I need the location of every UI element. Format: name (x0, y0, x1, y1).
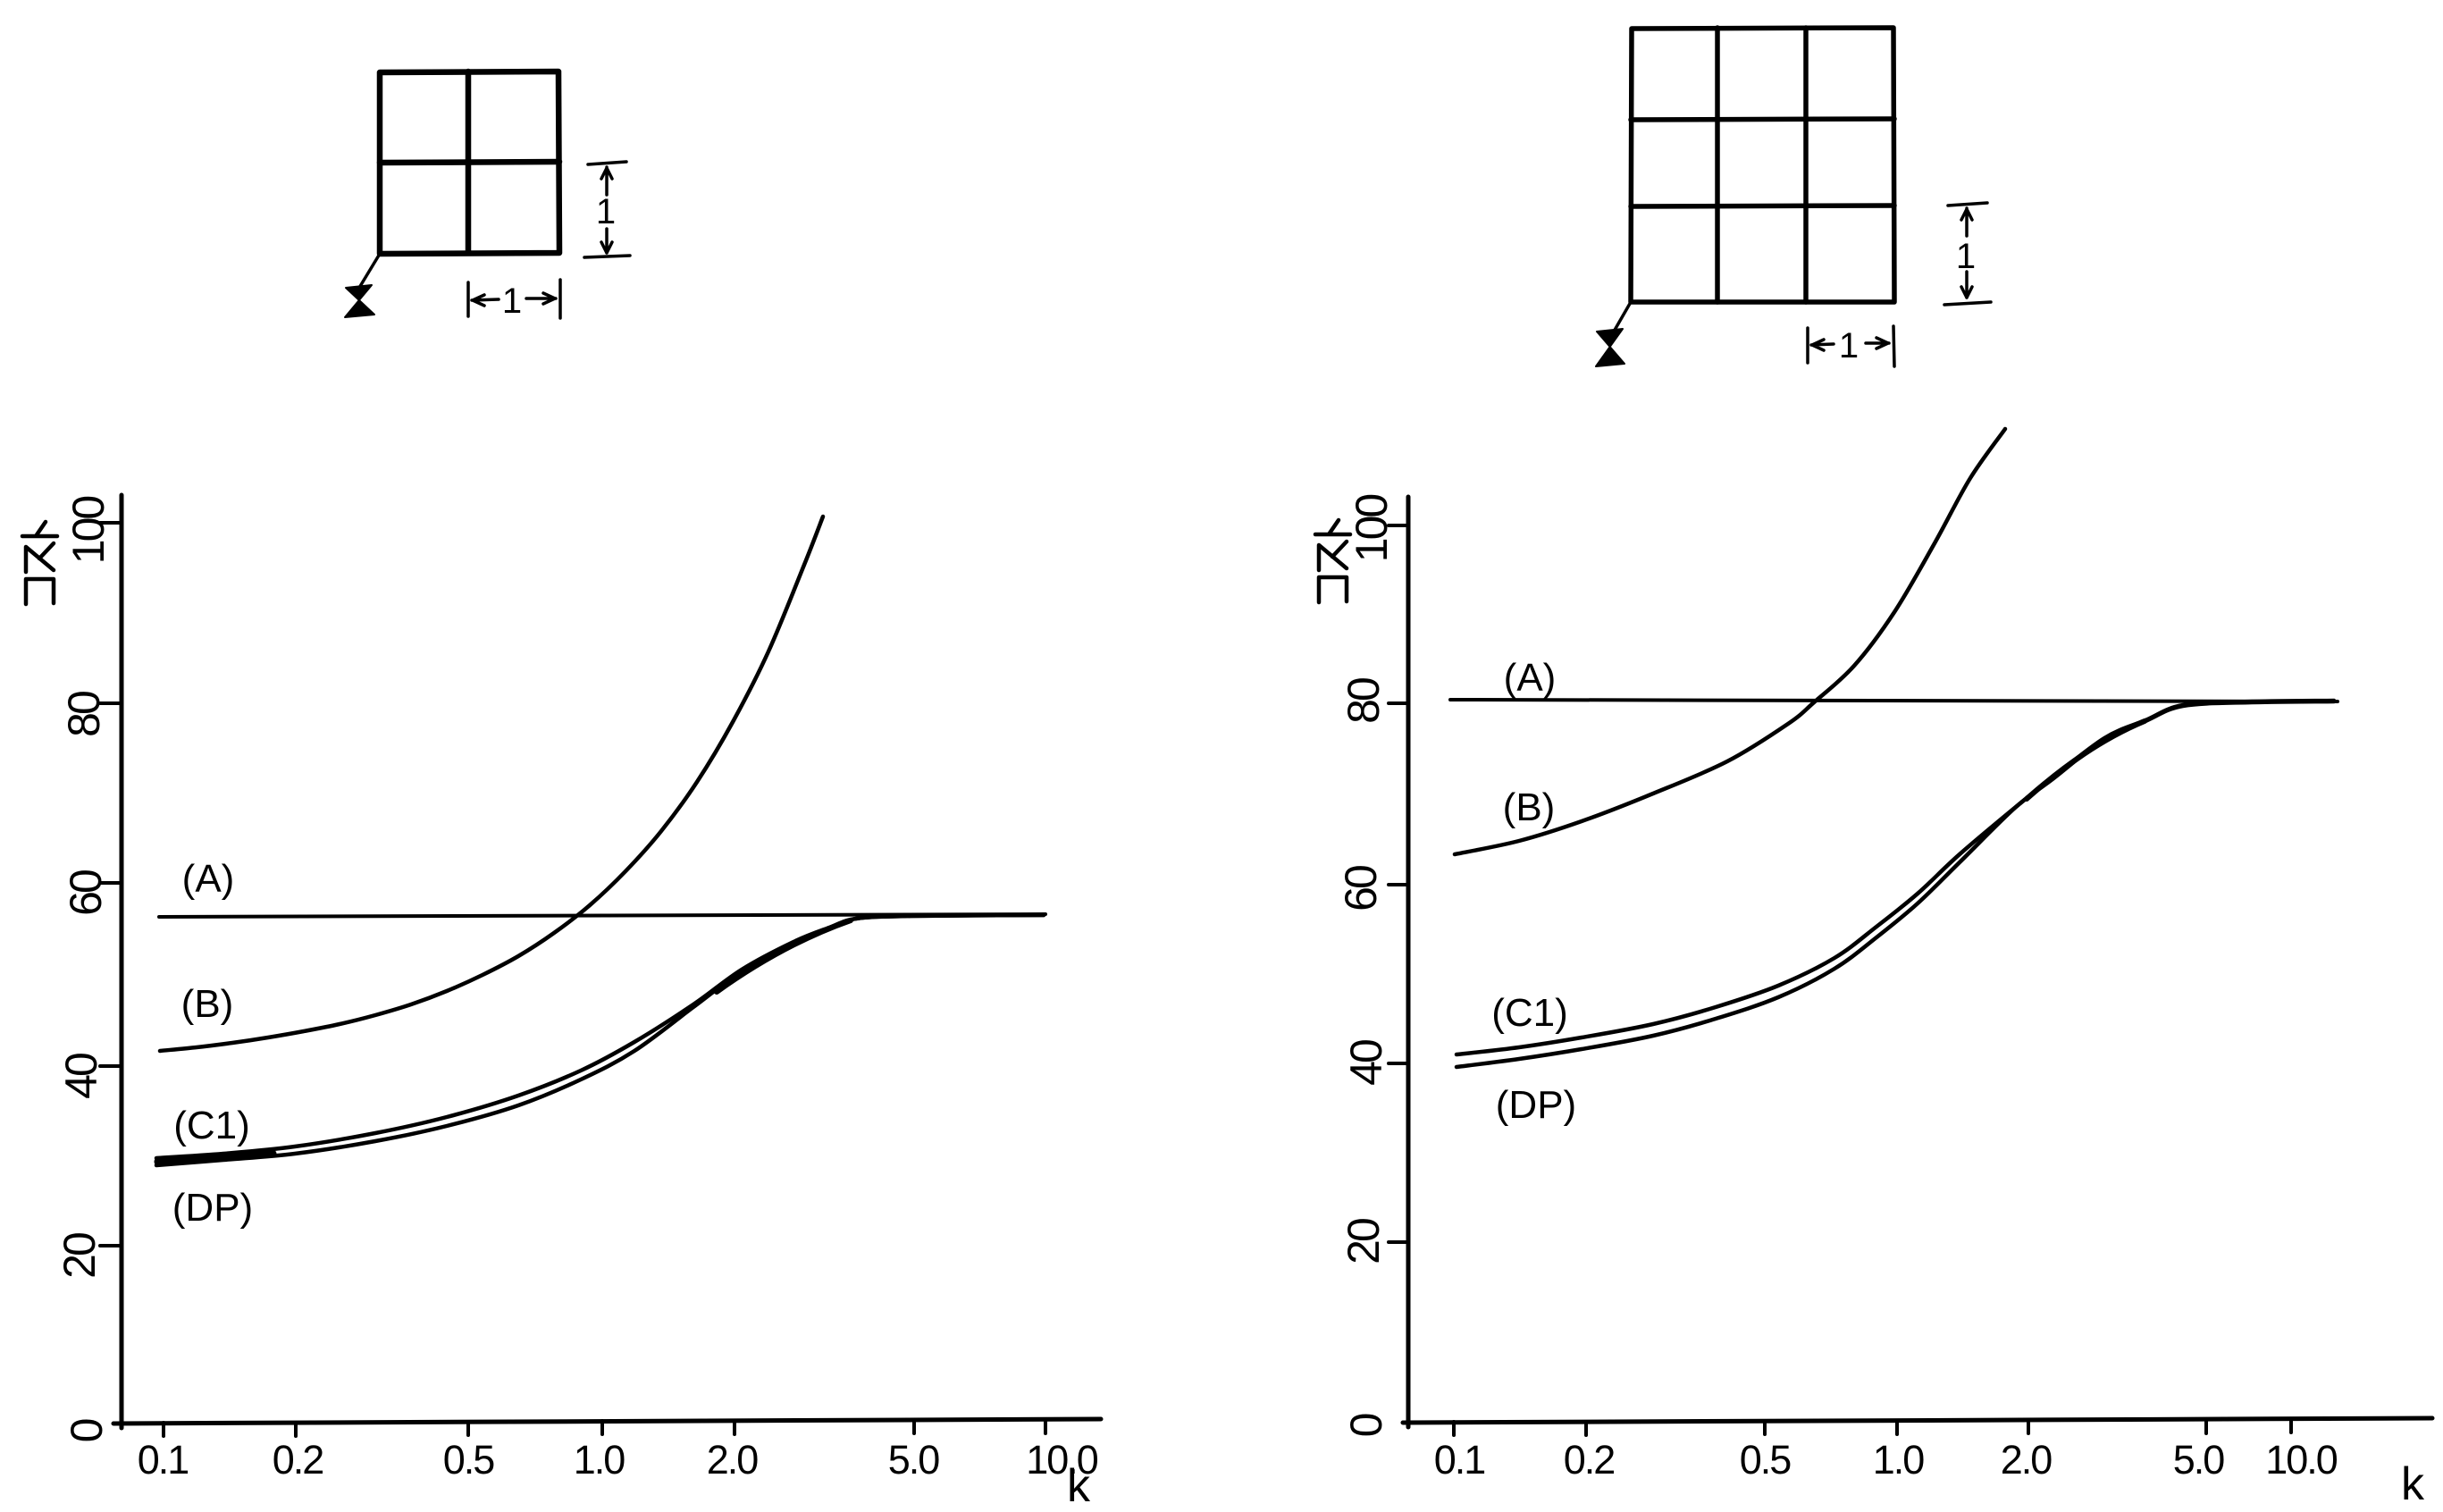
svg-text:0: 0 (1341, 1414, 1391, 1437)
svg-text:(C1): (C1) (173, 1104, 250, 1147)
svg-text:1.0: 1.0 (574, 1437, 625, 1483)
svg-text:1: 1 (1956, 237, 1976, 276)
svg-text:80: 80 (1339, 678, 1389, 724)
svg-text:20: 20 (1339, 1219, 1389, 1264)
svg-text:(B): (B) (181, 982, 234, 1026)
svg-text:0: 0 (62, 1419, 112, 1442)
svg-text:100: 100 (63, 497, 113, 565)
svg-text:(C1): (C1) (1491, 991, 1568, 1035)
svg-text:(A): (A) (182, 857, 235, 901)
svg-text:80: 80 (59, 692, 109, 737)
svg-text:60: 60 (1336, 866, 1386, 911)
svg-text:5.0: 5.0 (888, 1437, 940, 1483)
svg-text:1: 1 (596, 192, 616, 231)
svg-text:k: k (2401, 1458, 2425, 1510)
svg-text:10.0: 10.0 (2265, 1437, 2338, 1483)
svg-text:(DP): (DP) (172, 1186, 253, 1230)
svg-text:40: 40 (1341, 1040, 1391, 1086)
svg-text:10.0: 10.0 (1026, 1437, 1098, 1483)
svg-text:2.0: 2.0 (707, 1437, 759, 1483)
svg-text:0.5: 0.5 (443, 1437, 495, 1483)
svg-text:2.0: 2.0 (2001, 1437, 2053, 1483)
svg-text:(A): (A) (1504, 656, 1557, 700)
svg-text:0.5: 0.5 (1740, 1437, 1792, 1483)
svg-text:0.1: 0.1 (1434, 1437, 1485, 1483)
svg-text:40: 40 (56, 1054, 106, 1099)
svg-text:(DP): (DP) (1496, 1083, 1576, 1127)
svg-text:5.0: 5.0 (2173, 1437, 2225, 1483)
svg-text:1: 1 (1839, 326, 1859, 365)
svg-text:k: k (1067, 1460, 1091, 1512)
svg-text:20: 20 (55, 1233, 105, 1279)
svg-text:0.2: 0.2 (273, 1437, 323, 1483)
svg-text:(B): (B) (1503, 785, 1556, 829)
svg-text:1.0: 1.0 (1873, 1437, 1925, 1483)
svg-text:60: 60 (61, 870, 111, 916)
svg-text:100: 100 (1347, 495, 1397, 563)
svg-text:0.2: 0.2 (1564, 1437, 1615, 1483)
svg-text:1: 1 (502, 281, 522, 321)
svg-text:0.1: 0.1 (138, 1437, 189, 1483)
